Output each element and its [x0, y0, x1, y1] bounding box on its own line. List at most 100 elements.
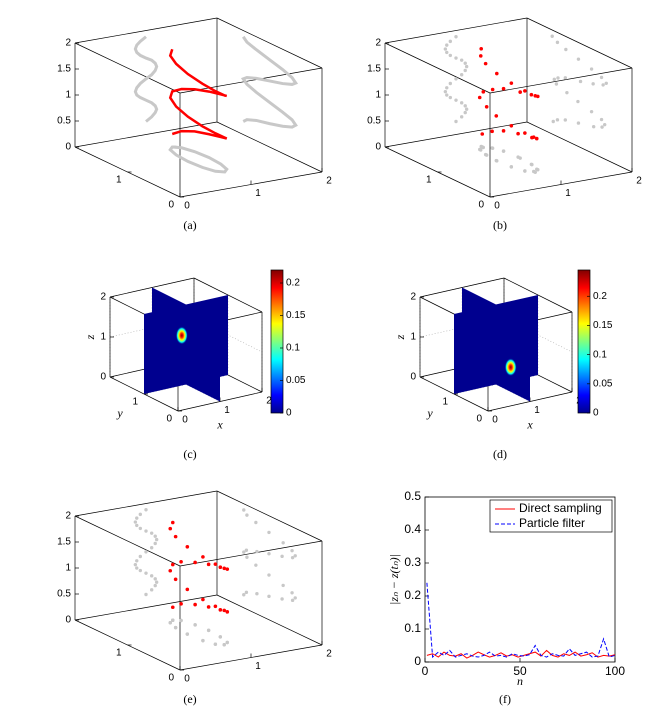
projection-yz-point	[242, 508, 246, 512]
trajectory-point	[495, 71, 499, 76]
projection-xz-point	[135, 516, 139, 520]
projection-xz-point	[459, 115, 464, 119]
projection-yz-point	[603, 122, 607, 127]
projection-yz-point	[254, 563, 258, 567]
colorbar-tick-label: 0.1	[286, 343, 300, 354]
projection-yz-point	[293, 554, 297, 558]
projection-xz-point	[459, 58, 464, 62]
projection-yz-point	[281, 541, 285, 545]
projection-xz-point	[133, 520, 138, 524]
z-tick-label: 1.5	[57, 537, 71, 548]
trajectory-point	[225, 567, 230, 571]
y-tick-label: 0	[168, 673, 174, 684]
slice-y	[144, 295, 228, 394]
trajectory-point	[490, 129, 494, 134]
projection-xz-point	[445, 86, 449, 90]
x-tick-label: 1	[224, 405, 230, 416]
projection-yz-point	[551, 119, 555, 124]
projection-xy-point	[168, 621, 172, 625]
projection-xz-point	[443, 47, 448, 51]
projection-yz-point	[254, 520, 258, 525]
trajectory-point	[516, 131, 520, 136]
trajectory-point	[225, 610, 230, 614]
projection-xz-point	[149, 588, 154, 592]
trajectory-point	[501, 129, 506, 133]
projection-yz-point	[244, 548, 249, 552]
projection-xy-point	[495, 159, 499, 163]
trajectory-point	[173, 577, 178, 582]
projection-xy	[168, 145, 229, 174]
box-edge	[216, 17, 323, 69]
trajectory-point	[531, 135, 536, 139]
trajectory-point	[480, 132, 485, 136]
box-edge	[526, 121, 633, 173]
projection-xy-point	[523, 169, 527, 173]
trajectory-point	[218, 608, 223, 612]
projection-xz-point	[464, 64, 469, 69]
trajectory-point	[509, 123, 514, 128]
caption: (c)	[183, 447, 196, 461]
projection-xz-point	[448, 95, 453, 100]
projection-xz-point	[144, 529, 148, 533]
projection-yz-point	[245, 555, 249, 559]
caption: (f)	[499, 692, 511, 706]
projection-xy-point	[509, 165, 514, 169]
box-edge	[384, 42, 491, 94]
projection-yz-point	[290, 591, 294, 595]
projection-yz-point	[280, 554, 284, 559]
projection-yz-point	[550, 34, 554, 38]
projection-xz-point	[459, 73, 464, 77]
projection-xy-point	[518, 156, 522, 160]
projection-xz-point	[454, 77, 458, 81]
projection-yz-point	[563, 76, 568, 80]
colorbar-tick-label: 0.1	[593, 349, 607, 360]
projection-yz-point	[554, 82, 559, 86]
box-edge	[216, 121, 323, 173]
projection-xy-point	[501, 149, 506, 153]
projection-yz-point	[576, 99, 580, 104]
trajectory-point	[490, 87, 495, 92]
projection-yz-point	[563, 118, 568, 122]
projection-xz-point	[138, 512, 143, 517]
z-tick-label: 1	[65, 563, 71, 574]
projection-xy-point	[225, 640, 229, 645]
box-edge	[489, 67, 633, 94]
y-tick-label: 0	[476, 414, 482, 425]
box-edge	[384, 121, 528, 148]
y-tick-label: 0.2	[404, 588, 421, 602]
y-tick-label: 0.3	[404, 555, 421, 569]
z-axis-label: z	[393, 334, 407, 340]
trajectory-point	[179, 559, 183, 564]
z-tick-label: 0.5	[57, 116, 71, 127]
y-tick-label: 0	[478, 200, 484, 211]
slice-y	[454, 295, 538, 394]
projection-xz-point	[463, 61, 467, 65]
x-axis-label: x	[216, 417, 223, 431]
projection-yz-point	[601, 83, 605, 87]
projection-xz-point	[144, 550, 148, 554]
projection-xz-point	[153, 577, 157, 581]
peak	[504, 358, 517, 377]
y-axis-label: |zₙ − z(tₙ)|	[387, 554, 401, 605]
y-tick-label: 1	[116, 175, 122, 186]
box-edge	[526, 17, 633, 69]
x-tick-label: 2	[266, 396, 272, 407]
projection-yz-point	[555, 118, 560, 122]
colorbar-tick-label: 0.15	[286, 310, 306, 321]
y-tick-label: 0.5	[404, 489, 421, 503]
colorbar-tick-label: 0.05	[593, 378, 613, 389]
projection-xz-point	[463, 68, 467, 73]
projection-xz-point	[463, 104, 467, 108]
projection-xy-point	[193, 623, 197, 627]
trajectory-point	[222, 608, 227, 613]
box-edge	[74, 121, 218, 148]
x-tick-label: 0	[182, 415, 188, 426]
projection-yz-point	[604, 81, 608, 86]
projection-yz-point	[280, 597, 284, 601]
x-tick-label: 2	[326, 176, 332, 187]
trajectory-point	[168, 568, 173, 573]
trajectory-point	[534, 136, 539, 141]
z-tick-label: 2	[100, 292, 106, 303]
projection-yz-point	[255, 549, 259, 554]
